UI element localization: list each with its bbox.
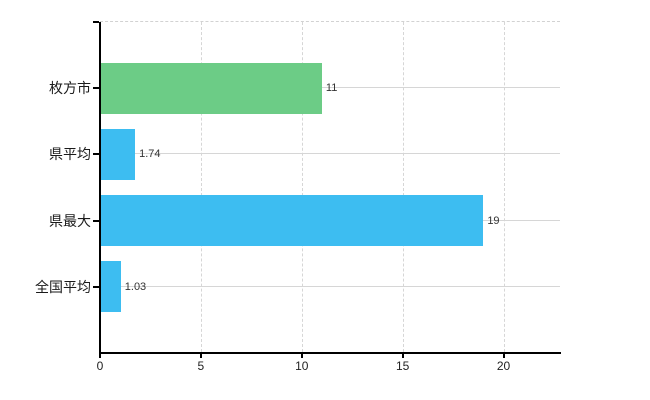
y-axis-tick [93,153,99,156]
x-axis-line [99,352,561,354]
value-label: 11 [325,82,338,95]
x-gridline [402,22,404,352]
bar-3 [101,261,121,313]
y-gridline [100,87,560,89]
y-axis-line [99,22,101,357]
category-label: 全国平均 [35,278,91,295]
x-axis-tick-label: 15 [395,359,410,373]
x-axis-tick-label: 20 [496,359,511,373]
bar-1 [101,128,136,180]
x-axis-tick-label: 5 [197,359,205,373]
y-axis-tick [93,87,99,90]
value-label: 1.03 [124,280,147,293]
y-gridline [100,153,560,155]
x-axis-tick [199,354,202,358]
value-label: 1.74 [139,148,161,161]
y-axis-tick [93,285,99,288]
x-axis-tick [300,354,303,358]
bar-2 [101,195,484,247]
y-axis-tick [93,219,99,222]
category-label: 県最大 [49,212,91,229]
x-axis-tick-label: 0 [96,359,104,373]
category-label: 県平均 [49,146,91,163]
y-gridline [100,285,560,287]
x-gridline [200,22,202,352]
plot-top-border [100,21,560,22]
x-gridline [503,22,505,352]
category-label: 枚方市 [49,80,91,97]
x-axis-tick-label: 10 [295,359,309,373]
x-axis-tick [502,354,505,358]
y-axis-tick [93,21,99,23]
x-axis-tick [401,354,404,358]
x-gridline [301,22,303,352]
bar-0 [101,62,322,114]
value-label: 19 [487,214,500,227]
